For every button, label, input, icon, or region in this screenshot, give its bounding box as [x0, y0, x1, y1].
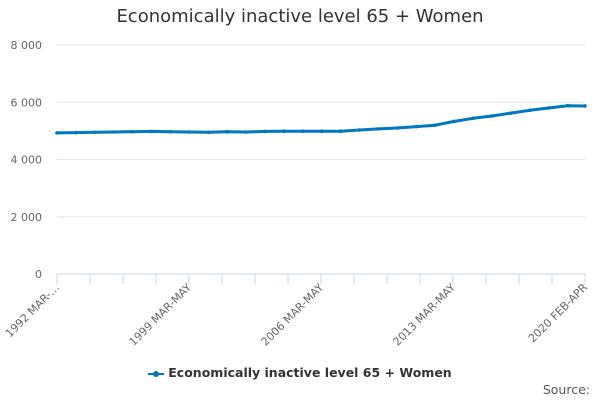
data-point: [471, 116, 475, 121]
legend-item[interactable]: Economically inactive level 65 + Women: [0, 365, 600, 380]
data-point: [546, 106, 551, 110]
data-point: [395, 126, 400, 130]
y-tick-label: 6 000: [11, 96, 43, 109]
data-point: [149, 129, 154, 134]
data-point: [319, 129, 324, 133]
data-point: [55, 131, 59, 135]
data-point: [301, 129, 305, 133]
data-point: [357, 128, 362, 132]
data-point: [206, 130, 211, 135]
source-label: Source:: [542, 382, 590, 397]
legend-label: Economically inactive level 65 + Women: [168, 365, 452, 380]
data-point: [168, 129, 173, 134]
legend-marker-icon: [148, 370, 165, 377]
data-point: [130, 129, 135, 134]
data-point: [244, 130, 248, 134]
data-point: [282, 129, 286, 133]
data-point: [93, 130, 97, 135]
data-point: [376, 127, 381, 131]
data-point: [111, 130, 116, 134]
data-point: [414, 124, 419, 129]
data-point: [187, 130, 192, 134]
chart-title: Economically inactive level 65 + Women: [116, 6, 484, 27]
y-tick-label: 2 000: [11, 211, 43, 224]
y-tick-label: 4 000: [11, 154, 43, 167]
data-point: [565, 103, 570, 108]
data-point: [433, 123, 438, 127]
data-point: [74, 130, 78, 135]
y-tick-label: 0: [35, 268, 42, 281]
x-tick-label: 2020 FEB-APR: [526, 281, 590, 345]
x-tick-label: 1992 MAR-…: [3, 281, 62, 340]
data-point: [583, 104, 587, 108]
y-tick-label: 8 000: [11, 39, 43, 52]
x-tick-label: 2013 MAR-MAY: [391, 281, 459, 349]
data-point: [225, 129, 230, 134]
data-point: [263, 129, 267, 134]
data-point: [490, 114, 494, 118]
data-point: [338, 129, 343, 133]
series-line: [55, 104, 587, 135]
data-point: [528, 108, 532, 113]
data-point: [509, 111, 513, 115]
x-tick-label: 1999 MAR-MAY: [127, 281, 195, 349]
data-point: [452, 119, 456, 124]
x-tick-label: 2006 MAR-MAY: [259, 281, 327, 349]
